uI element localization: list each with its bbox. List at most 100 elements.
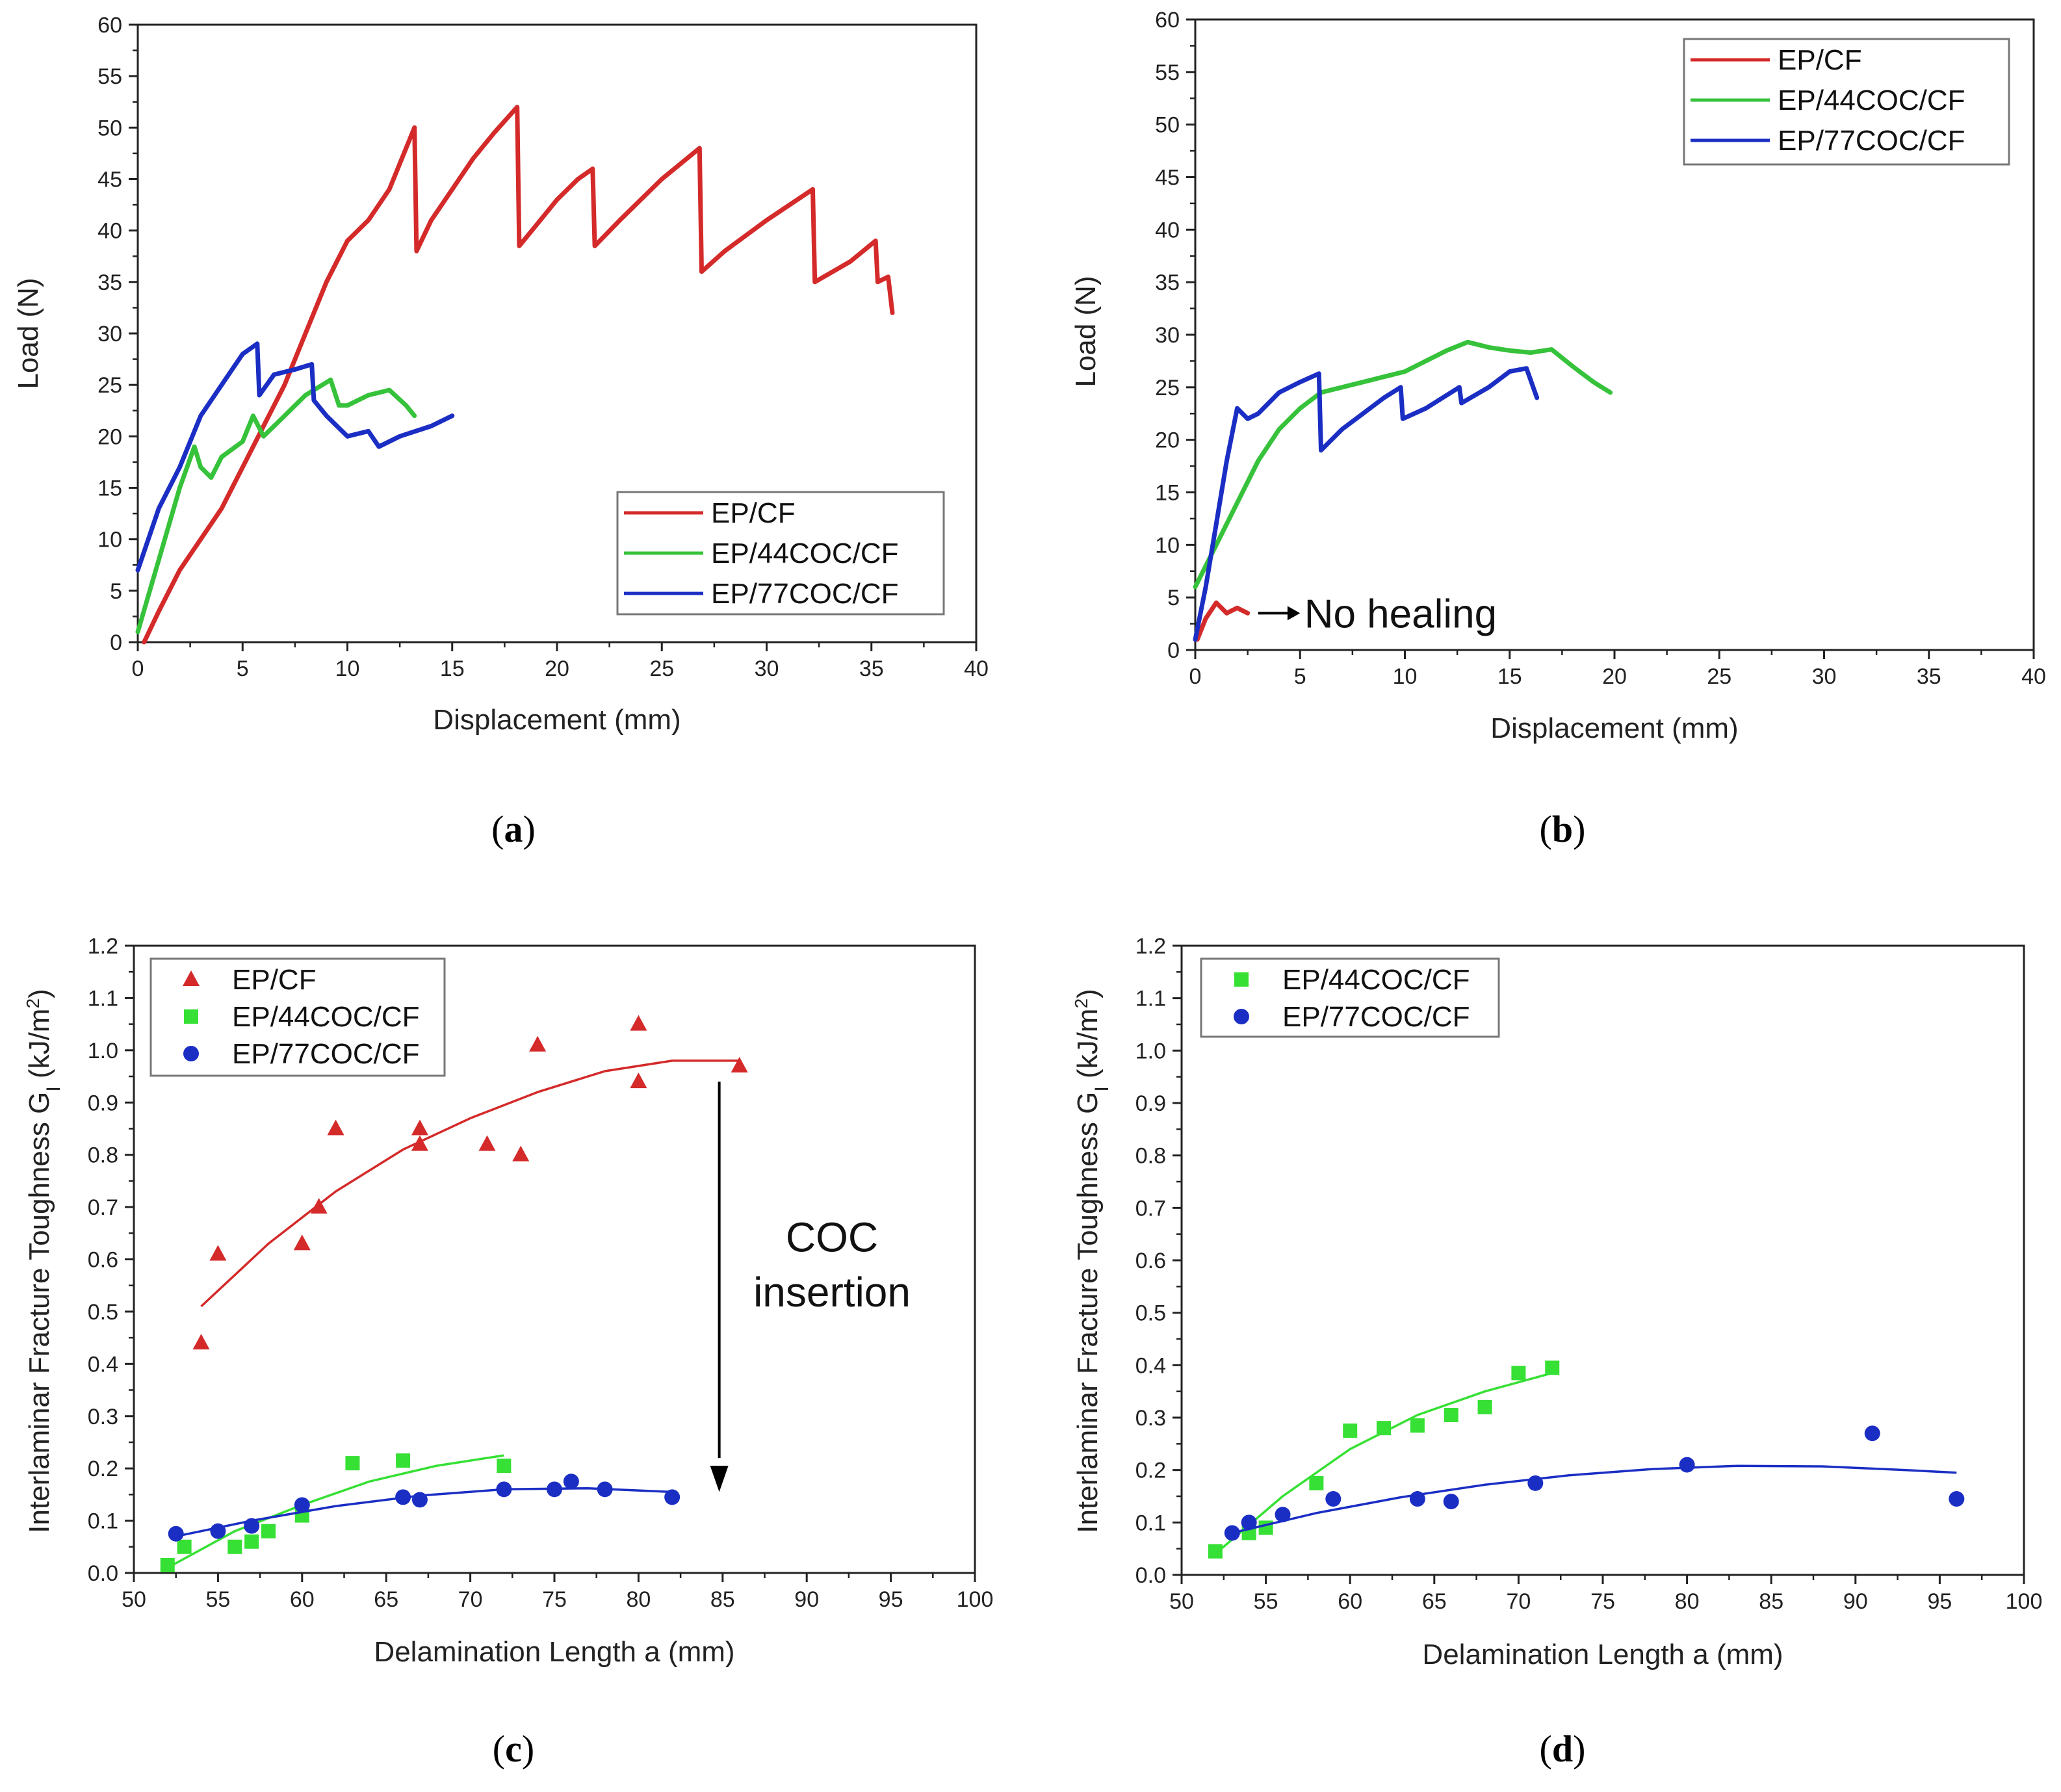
- legend-swatch: [1234, 1009, 1249, 1024]
- y-axis-title: Load (N): [1070, 276, 1102, 387]
- series-ep-cf: [1195, 600, 1251, 642]
- y-tick-label: 5: [110, 579, 122, 604]
- legend-label: EP/77COC/CF: [232, 1038, 420, 1070]
- data-point: [177, 1539, 192, 1554]
- data-point: [597, 1481, 613, 1498]
- y-tick-label: 0.8: [88, 1143, 118, 1168]
- data-point: [1224, 1525, 1240, 1541]
- data-point: [1343, 1423, 1358, 1438]
- legend-label: EP/44COC/CF: [1778, 84, 1965, 116]
- y-tick-label: 0.0: [88, 1561, 118, 1586]
- x-tick-label: 60: [290, 1587, 315, 1612]
- y-tick-label: 45: [1155, 166, 1180, 190]
- annotation-arrow-head: [1287, 606, 1301, 621]
- y-tick-label: 0.7: [88, 1195, 118, 1220]
- data-point: [411, 1119, 428, 1136]
- series-ep-44coc-cf: [1193, 339, 1613, 590]
- legend: EP/CF EP/44COC/CF EP/77COC/CF: [149, 957, 446, 1077]
- x-tick-label: 20: [1602, 664, 1627, 689]
- x-tick-label: 75: [1590, 1589, 1615, 1614]
- series-ep-77coc-cf: [135, 341, 455, 573]
- y-axis-title: Interlaminar Fracture Toughness GI (kJ/m…: [23, 989, 64, 1533]
- legend-box: [149, 957, 446, 1077]
- data-point: [630, 1072, 647, 1089]
- series-ep-cf: [192, 1015, 748, 1350]
- data-point: [395, 1489, 411, 1505]
- x-tick-label: 70: [1506, 1589, 1531, 1614]
- x-tick-label: 5: [237, 656, 249, 681]
- annotation-text-line1: COC: [786, 1214, 878, 1260]
- y-tick-label: 10: [97, 528, 122, 552]
- data-point: [1444, 1407, 1458, 1422]
- no-healing-annotation: No healing: [1258, 591, 1497, 636]
- data-point: [293, 1234, 311, 1251]
- y-tick-label: 0.4: [1135, 1353, 1166, 1378]
- series-line: [135, 377, 417, 634]
- x-tick-label: 70: [458, 1587, 483, 1612]
- y-tick-label: 10: [1155, 533, 1180, 558]
- y-tick-label: 50: [1155, 113, 1180, 138]
- legend-label: EP/CF: [232, 964, 317, 996]
- series-line: [1193, 366, 1540, 642]
- data-point: [547, 1481, 562, 1498]
- series-ep-77coc-cf: [1193, 366, 1540, 642]
- x-tick-label: 60: [1338, 1589, 1362, 1614]
- series-line: [1193, 339, 1613, 590]
- y-tick-label: 0.8: [1135, 1144, 1166, 1169]
- data-point: [396, 1453, 411, 1468]
- y-tick-label: 0: [1167, 638, 1180, 663]
- data-point: [630, 1015, 647, 1031]
- y-tick-label: 1.0: [1135, 1039, 1166, 1063]
- panel-label: (c): [493, 1728, 534, 1770]
- data-point: [1275, 1507, 1291, 1523]
- x-tick-label: 95: [879, 1587, 903, 1612]
- x-tick-label: 55: [1254, 1589, 1278, 1614]
- x-tick-label: 90: [794, 1587, 819, 1612]
- data-point: [496, 1481, 512, 1498]
- y-tick-label: 0.5: [1135, 1301, 1166, 1326]
- panel-label: (d): [1540, 1728, 1586, 1770]
- data-point: [192, 1334, 210, 1350]
- x-tick-label: 30: [755, 656, 779, 681]
- x-axis-title: Delamination Length a (mm): [374, 1636, 734, 1668]
- x-tick-label: 35: [859, 656, 884, 681]
- data-point: [1309, 1475, 1324, 1490]
- y-tick-label: 5: [1167, 586, 1180, 610]
- fit-curve: [200, 1059, 740, 1308]
- y-tick-label: 25: [97, 373, 122, 398]
- data-point: [411, 1492, 428, 1508]
- y-tick-label: 60: [97, 13, 122, 38]
- x-tick-label: 75: [542, 1587, 567, 1612]
- panel-a-line-chart: 0 5 10 15 20 25 30 35 40 0 5 10 15 20 25 30 35 40 45 50 55 60…: [12, 13, 989, 850]
- y-tick-label: 0.7: [1135, 1196, 1166, 1221]
- legend: EP/44COC/CF EP/77COC/CF: [1200, 957, 1500, 1038]
- annotation-arrow-head: [710, 1466, 729, 1492]
- x-tick-label: 5: [1294, 664, 1306, 689]
- data-point: [1511, 1366, 1526, 1381]
- x-tick-label: 25: [649, 656, 674, 681]
- legend-swatch: [183, 1046, 199, 1061]
- data-point: [731, 1056, 748, 1072]
- y-tick-label: 0.5: [88, 1300, 118, 1325]
- y-tick-label: 25: [1155, 376, 1180, 400]
- y-tick-label: 0.6: [88, 1248, 118, 1273]
- panel-label: (a): [491, 808, 536, 850]
- y-tick-label: 0.3: [1135, 1406, 1166, 1431]
- y-tick-label: 40: [1155, 218, 1180, 242]
- x-tick-label: 65: [374, 1587, 398, 1612]
- y-tick-label: 0.2: [88, 1457, 118, 1481]
- data-point: [1477, 1399, 1492, 1414]
- y-tick-label: 55: [97, 64, 122, 89]
- y-tick-label: 0.4: [88, 1352, 118, 1377]
- series-ep-44coc-cf: [1208, 1360, 1560, 1559]
- legend-label: EP/44COC/CF: [232, 1001, 420, 1033]
- data-point: [1410, 1418, 1425, 1433]
- y-axis-title: Load (N): [12, 278, 44, 389]
- y-tick-label: 0.6: [1135, 1249, 1166, 1273]
- x-tick-label: 0: [1189, 664, 1202, 689]
- data-point: [1545, 1360, 1560, 1375]
- y-tick-label: 30: [1155, 323, 1180, 348]
- data-point: [209, 1245, 227, 1261]
- x-tick-label: 0: [132, 656, 144, 681]
